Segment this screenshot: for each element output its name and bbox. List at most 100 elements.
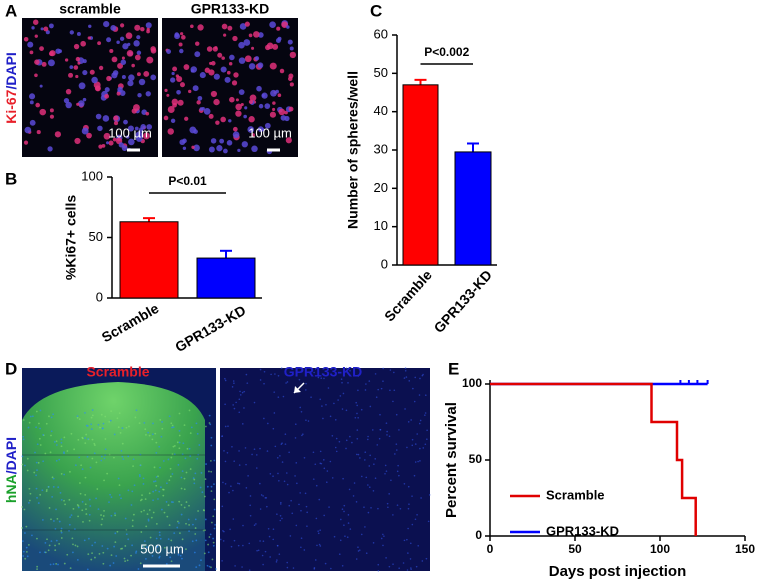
cell	[140, 26, 145, 32]
cell	[357, 453, 360, 456]
cell	[219, 138, 225, 144]
cell	[413, 400, 416, 403]
cell	[249, 504, 251, 507]
cell	[276, 559, 278, 561]
cell	[80, 464, 83, 467]
cell	[171, 453, 174, 456]
panel-letter: C	[370, 1, 382, 20]
cell	[235, 401, 237, 404]
cell	[123, 557, 126, 560]
cell	[372, 490, 375, 492]
cell	[402, 562, 405, 564]
cell	[237, 482, 239, 485]
cell	[160, 435, 163, 438]
cell	[300, 509, 302, 512]
y-tick-label: 30	[374, 141, 388, 156]
cell	[171, 473, 174, 475]
cell	[91, 438, 94, 441]
cell	[165, 562, 168, 565]
cell	[76, 545, 79, 548]
cell	[89, 505, 92, 507]
cell	[135, 409, 138, 412]
cell	[204, 518, 207, 521]
cell	[139, 499, 142, 502]
cell	[387, 506, 389, 509]
cell	[106, 37, 112, 43]
cell	[388, 435, 391, 438]
cell	[48, 544, 51, 547]
cell	[257, 549, 260, 552]
cell	[171, 71, 175, 76]
cell	[322, 459, 325, 461]
cell	[345, 367, 348, 369]
cell	[289, 46, 294, 51]
cell	[263, 417, 265, 420]
cell	[244, 106, 248, 110]
cell	[98, 144, 103, 149]
cell	[97, 125, 103, 132]
cell	[100, 455, 103, 458]
cell	[42, 460, 45, 463]
cell	[321, 373, 324, 375]
cell	[180, 476, 183, 479]
cell	[150, 516, 153, 519]
cell	[277, 93, 282, 98]
cell	[43, 551, 46, 554]
cell	[238, 450, 240, 452]
cell	[41, 489, 44, 492]
cell	[95, 461, 98, 464]
cell	[231, 386, 234, 388]
cell	[73, 43, 80, 50]
cell	[164, 88, 168, 92]
scale-label: 100 µm	[248, 125, 292, 140]
cell	[266, 505, 268, 508]
cell	[238, 89, 245, 96]
cell	[170, 118, 176, 124]
cell	[36, 568, 38, 571]
cell	[173, 532, 176, 534]
cell	[382, 544, 384, 547]
cell	[141, 545, 144, 547]
cell	[35, 426, 38, 429]
cell	[295, 524, 298, 527]
cell	[292, 567, 295, 569]
cell	[319, 529, 321, 532]
cell	[222, 530, 224, 532]
cell	[210, 90, 218, 98]
cell	[39, 46, 44, 51]
cell	[113, 433, 116, 436]
cell	[410, 419, 412, 421]
cell	[364, 459, 366, 461]
cell	[279, 503, 282, 505]
cell	[132, 513, 135, 516]
cell	[206, 46, 213, 52]
cell	[315, 517, 318, 520]
cell	[396, 504, 399, 506]
cell	[178, 42, 183, 47]
y-tick-label: 10	[374, 218, 388, 233]
cell	[81, 468, 84, 471]
cell	[365, 383, 367, 385]
cell	[183, 488, 186, 491]
cell	[247, 475, 249, 477]
cell	[179, 532, 181, 535]
cell	[126, 135, 130, 139]
cell	[367, 484, 369, 486]
cell	[66, 450, 69, 452]
cell	[357, 416, 359, 419]
cell	[36, 130, 41, 135]
cell	[323, 467, 326, 470]
cell	[212, 544, 215, 547]
cell	[110, 496, 113, 499]
cell	[100, 514, 102, 516]
cell	[144, 428, 147, 431]
cell	[355, 401, 357, 404]
cell	[146, 513, 149, 516]
cell	[408, 503, 410, 505]
cell	[192, 85, 199, 92]
cell	[181, 538, 184, 541]
cell	[186, 447, 189, 450]
cell	[208, 536, 211, 538]
cell	[224, 425, 227, 428]
cell	[204, 425, 207, 428]
